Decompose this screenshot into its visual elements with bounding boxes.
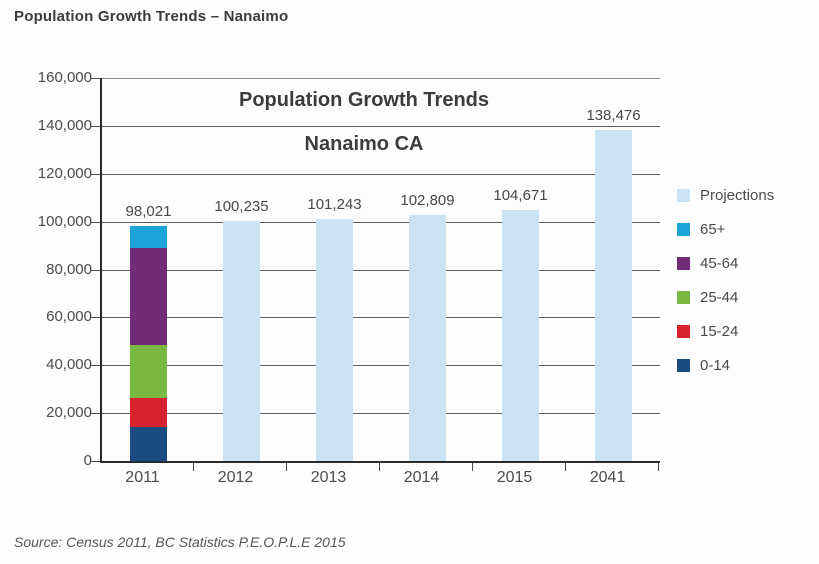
x-axis-tick [193, 463, 194, 471]
bar-2014 [409, 214, 446, 461]
legend-label: 25-44 [700, 289, 739, 306]
bar-2012 [223, 221, 260, 461]
y-axis-tick [91, 365, 100, 367]
legend-swatch-15-24 [677, 325, 690, 338]
chart-subtitle: Nanaimo CA [304, 133, 424, 155]
legend-swatch-25-44 [677, 291, 690, 304]
legend-label: 15-24 [700, 323, 739, 340]
legend-label: Projections [700, 187, 775, 204]
y-axis-tick [91, 125, 100, 127]
y-axis-label: 160,000 [37, 69, 92, 86]
gridline-80000 [102, 269, 660, 271]
legend-swatch-65plus [677, 223, 690, 236]
bar-value-label-2041: 138,476 [586, 106, 641, 124]
bar-segment-0-14 [130, 426, 167, 461]
gridline-100000 [102, 221, 660, 223]
gridline-160000 [102, 78, 660, 79]
gridline-20000 [102, 413, 660, 415]
legend-item-15-24: 15-24 [677, 323, 774, 340]
gridline-40000 [102, 365, 660, 367]
y-axis-label: 140,000 [37, 116, 92, 134]
x-axis-tick [379, 463, 380, 471]
bar-value-label-2012: 100,235 [214, 198, 269, 216]
x-axis-label-2015: 2015 [496, 469, 533, 486]
y-axis-tick [91, 269, 100, 271]
y-axis-tick [91, 221, 100, 223]
y-axis-label: 100,000 [37, 212, 92, 230]
x-axis-tick [472, 463, 473, 471]
chart-title: Population Growth Trends [239, 89, 489, 111]
x-axis-tick [658, 463, 659, 471]
legend-item-0-14: 0-14 [677, 357, 774, 374]
bar-segment-15-24 [130, 398, 167, 427]
bar-value-label-2014: 102,809 [400, 191, 455, 209]
y-axis-label: 120,000 [37, 164, 92, 182]
legend-item-65plus: 65+ [677, 221, 774, 238]
bar-2015 [502, 210, 539, 461]
bar-2011 [130, 226, 167, 461]
y-axis-label: 60,000 [46, 308, 92, 326]
gridline-60000 [102, 317, 660, 319]
bar-2013 [316, 218, 353, 461]
x-axis-tick [286, 463, 287, 471]
y-axis-tick [91, 173, 100, 175]
y-axis-tick [91, 317, 100, 319]
bar-segment-Projections [316, 218, 353, 461]
bar-value-label-2015: 104,671 [493, 187, 548, 205]
legend-swatch-45-64 [677, 257, 690, 270]
legend: Projections 65+ 45-64 25-44 15-24 0-14 [677, 187, 775, 393]
population-growth-chart: Population Growth Trends Nanaimo CA 98,0… [37, 69, 775, 486]
x-axis-label-2013: 2013 [310, 469, 347, 486]
legend-item-Projections: Projections [677, 187, 775, 204]
y-axis-label: 80,000 [46, 260, 92, 278]
legend-label: 0-14 [700, 357, 731, 374]
legend-swatch-Projections [677, 189, 690, 202]
source-note: Source: Census 2011, BC Statistics P.E.O… [14, 534, 346, 550]
x-axis-tick [565, 463, 566, 471]
y-axis-label: 20,000 [46, 404, 92, 422]
bar-value-label-2011: 98,021 [125, 203, 172, 221]
y-axis-tick [91, 461, 100, 462]
legend-label: 45-64 [700, 255, 739, 272]
bar-segment-Projections [595, 129, 632, 461]
bar-segment-Projections [223, 221, 260, 461]
legend-item-25-44: 25-44 [677, 289, 774, 306]
legend-label: 65+ [700, 221, 726, 238]
legend-swatch-0-14 [677, 359, 690, 372]
bar-segment-Projections [502, 210, 539, 461]
y-axis-tick [91, 78, 100, 79]
y-axis-label: 40,000 [46, 356, 92, 374]
bar-segment-45-64 [130, 247, 167, 346]
bar-segment-Projections [409, 214, 446, 461]
legend-item-45-64: 45-64 [677, 255, 774, 272]
bar-segment-65plus [130, 226, 167, 248]
gridline-140000 [102, 125, 660, 127]
x-axis-label-2041: 2041 [589, 469, 626, 486]
y-axis-label: 0 [83, 452, 92, 469]
x-axis-label-2012: 2012 [217, 469, 254, 486]
x-axis-label-2011: 2011 [125, 469, 160, 486]
page-title: Population Growth Trends – Nanaimo [14, 8, 289, 25]
bar-segment-25-44 [130, 345, 167, 399]
gridline-120000 [102, 173, 660, 175]
y-axis-tick [91, 413, 100, 415]
bar-value-label-2013: 101,243 [307, 195, 362, 213]
plot-area: Population Growth Trends Nanaimo CA 98,0… [100, 78, 660, 463]
bar-2041 [595, 129, 632, 461]
x-axis-label-2014: 2014 [403, 469, 440, 486]
